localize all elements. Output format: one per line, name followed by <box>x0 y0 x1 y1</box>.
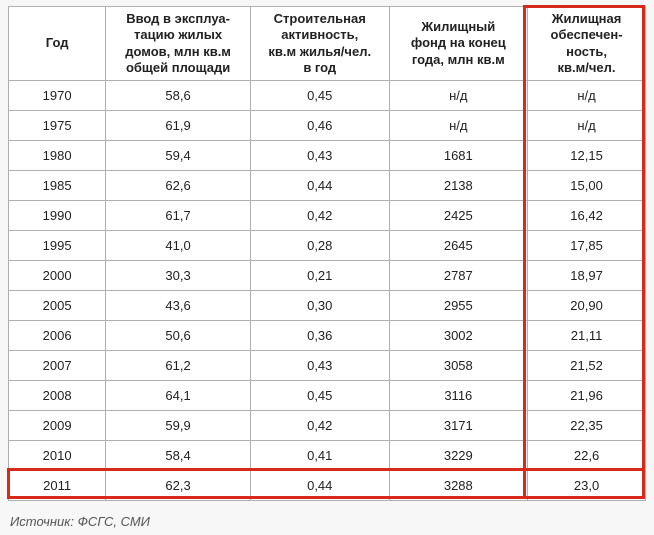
cell-provision: н/д <box>528 111 646 141</box>
cell-stock: 2787 <box>389 261 528 291</box>
cell-activity: 0,46 <box>250 111 389 141</box>
col-header-activity: Строительнаяактивность,кв.м жилья/чел.в … <box>250 7 389 81</box>
cell-year: 2005 <box>9 291 106 321</box>
cell-commissioned: 64,1 <box>106 381 251 411</box>
cell-commissioned: 59,4 <box>106 141 251 171</box>
cell-commissioned: 61,2 <box>106 351 251 381</box>
cell-provision: 21,52 <box>528 351 646 381</box>
cell-activity: 0,28 <box>250 231 389 261</box>
cell-commissioned: 62,3 <box>106 471 251 501</box>
table-row: 200543,60,30295520,90 <box>9 291 646 321</box>
cell-activity: 0,41 <box>250 441 389 471</box>
col-header-commissioned: Ввод в эксплуа-тацию жилыхдомов, млн кв.… <box>106 7 251 81</box>
cell-provision: 21,11 <box>528 321 646 351</box>
cell-stock: 3288 <box>389 471 528 501</box>
cell-stock: 3002 <box>389 321 528 351</box>
table-body: 197058,60,45н/дн/д197561,90,46н/дн/д1980… <box>9 81 646 501</box>
cell-year: 2007 <box>9 351 106 381</box>
cell-provision: 20,90 <box>528 291 646 321</box>
table-row: 200761,20,43305821,52 <box>9 351 646 381</box>
col-header-stock: Жилищныйфонд на конецгода, млн кв.м <box>389 7 528 81</box>
cell-provision: 18,97 <box>528 261 646 291</box>
cell-stock: 3171 <box>389 411 528 441</box>
cell-stock: н/д <box>389 81 528 111</box>
table-row: 197561,90,46н/дн/д <box>9 111 646 141</box>
table-row: 201162,30,44328823,0 <box>9 471 646 501</box>
cell-stock: 3116 <box>389 381 528 411</box>
cell-year: 2009 <box>9 411 106 441</box>
table-row: 200864,10,45311621,96 <box>9 381 646 411</box>
housing-stats-table: Год Ввод в эксплуа-тацию жилыхдомов, млн… <box>8 6 646 501</box>
cell-year: 1975 <box>9 111 106 141</box>
cell-year: 1970 <box>9 81 106 111</box>
cell-activity: 0,45 <box>250 81 389 111</box>
cell-commissioned: 58,6 <box>106 81 251 111</box>
cell-stock: 3229 <box>389 441 528 471</box>
cell-provision: 15,00 <box>528 171 646 201</box>
cell-activity: 0,30 <box>250 291 389 321</box>
cell-year: 1985 <box>9 171 106 201</box>
cell-provision: 22,35 <box>528 411 646 441</box>
cell-commissioned: 41,0 <box>106 231 251 261</box>
cell-stock: 2645 <box>389 231 528 261</box>
source-caption: Источник: ФСГС, СМИ <box>10 514 150 529</box>
cell-commissioned: 61,9 <box>106 111 251 141</box>
cell-activity: 0,21 <box>250 261 389 291</box>
cell-commissioned: 58,4 <box>106 441 251 471</box>
cell-provision: 12,15 <box>528 141 646 171</box>
cell-activity: 0,44 <box>250 171 389 201</box>
table-row: 200030,30,21278718,97 <box>9 261 646 291</box>
cell-year: 2011 <box>9 471 106 501</box>
table-row: 199541,00,28264517,85 <box>9 231 646 261</box>
cell-activity: 0,43 <box>250 351 389 381</box>
cell-provision: н/д <box>528 81 646 111</box>
cell-stock: н/д <box>389 111 528 141</box>
table-row: 200650,60,36300221,11 <box>9 321 646 351</box>
cell-commissioned: 50,6 <box>106 321 251 351</box>
cell-commissioned: 61,7 <box>106 201 251 231</box>
cell-activity: 0,45 <box>250 381 389 411</box>
cell-activity: 0,42 <box>250 201 389 231</box>
cell-activity: 0,42 <box>250 411 389 441</box>
cell-year: 1990 <box>9 201 106 231</box>
cell-provision: 23,0 <box>528 471 646 501</box>
cell-year: 2008 <box>9 381 106 411</box>
table-row: 199061,70,42242516,42 <box>9 201 646 231</box>
cell-stock: 3058 <box>389 351 528 381</box>
cell-commissioned: 59,9 <box>106 411 251 441</box>
table-row: 198059,40,43168112,15 <box>9 141 646 171</box>
cell-activity: 0,43 <box>250 141 389 171</box>
cell-year: 1995 <box>9 231 106 261</box>
cell-stock: 2138 <box>389 171 528 201</box>
cell-commissioned: 30,3 <box>106 261 251 291</box>
col-header-year: Год <box>9 7 106 81</box>
cell-activity: 0,44 <box>250 471 389 501</box>
cell-year: 2006 <box>9 321 106 351</box>
table-row: 197058,60,45н/дн/д <box>9 81 646 111</box>
cell-provision: 22,6 <box>528 441 646 471</box>
data-table-container: Год Ввод в эксплуа-тацию жилыхдомов, млн… <box>8 6 646 501</box>
table-row: 200959,90,42317122,35 <box>9 411 646 441</box>
table-row: 198562,60,44213815,00 <box>9 171 646 201</box>
col-header-provision: Жилищнаяобеспечен-ность,кв.м/чел. <box>528 7 646 81</box>
table-row: 201058,40,41322922,6 <box>9 441 646 471</box>
cell-provision: 17,85 <box>528 231 646 261</box>
cell-year: 2000 <box>9 261 106 291</box>
cell-year: 2010 <box>9 441 106 471</box>
cell-stock: 1681 <box>389 141 528 171</box>
cell-stock: 2955 <box>389 291 528 321</box>
cell-stock: 2425 <box>389 201 528 231</box>
cell-activity: 0,36 <box>250 321 389 351</box>
cell-year: 1980 <box>9 141 106 171</box>
table-header-row: Год Ввод в эксплуа-тацию жилыхдомов, млн… <box>9 7 646 81</box>
cell-commissioned: 62,6 <box>106 171 251 201</box>
cell-commissioned: 43,6 <box>106 291 251 321</box>
cell-provision: 21,96 <box>528 381 646 411</box>
cell-provision: 16,42 <box>528 201 646 231</box>
